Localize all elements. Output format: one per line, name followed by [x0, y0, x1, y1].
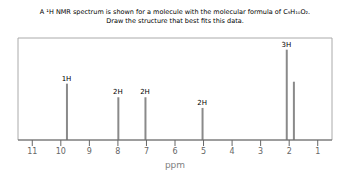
svg-text:3: 3 [258, 147, 263, 156]
svg-text:6: 6 [172, 147, 177, 156]
svg-text:5: 5 [201, 147, 206, 156]
svg-text:8: 8 [115, 147, 120, 156]
svg-text:2: 2 [287, 147, 292, 156]
svg-text:9: 9 [87, 147, 92, 156]
svg-text:7: 7 [144, 147, 149, 156]
svg-text:2H: 2H [140, 88, 150, 96]
svg-text:1H: 1H [62, 75, 72, 83]
svg-text:4: 4 [230, 147, 235, 156]
svg-text:2H: 2H [113, 88, 123, 96]
svg-text:ppm: ppm [165, 160, 185, 170]
html-text:Draw the structure that best f: Draw the structure that best fits this d… [106, 17, 244, 25]
svg-text:1: 1 [315, 147, 320, 156]
svg-text:2H: 2H [197, 99, 207, 107]
svg-text:11: 11 [27, 147, 37, 156]
html-text:A ¹H NMR spectrum is shown for: A ¹H NMR spectrum is shown for a molecul… [39, 8, 311, 16]
svg-text:3H: 3H [281, 41, 291, 49]
svg-text:10: 10 [56, 147, 66, 156]
